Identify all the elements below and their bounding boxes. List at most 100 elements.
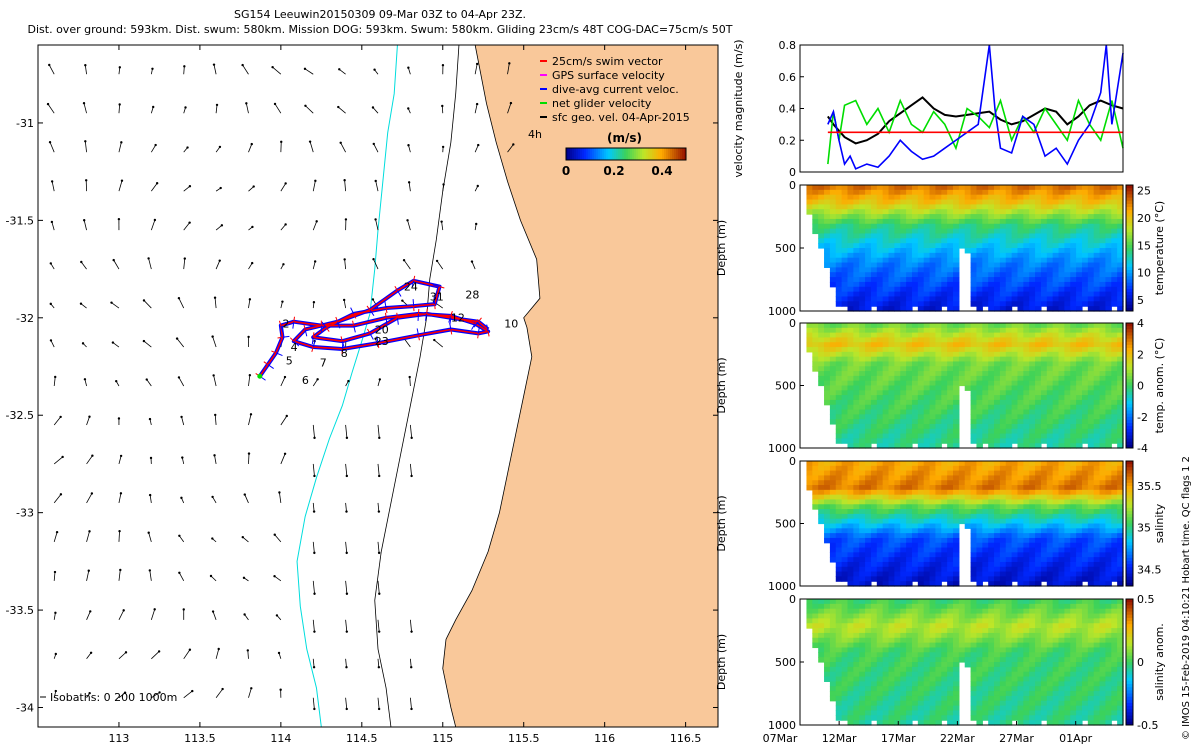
section-cell — [1023, 567, 1029, 572]
section-cell — [1070, 195, 1076, 200]
section-cell — [1059, 562, 1065, 567]
section-cell — [894, 485, 900, 490]
section-cell — [918, 509, 924, 514]
section-cell — [1082, 248, 1088, 253]
section-cell — [847, 258, 853, 263]
section-cell — [1023, 248, 1029, 253]
section-cell — [906, 424, 912, 429]
section-cell — [889, 395, 895, 400]
section-cell — [1100, 347, 1106, 352]
section-cell — [865, 323, 871, 328]
geo-velocity-arrowhead — [247, 649, 249, 651]
section-cell — [847, 524, 853, 529]
section-cell — [1088, 352, 1094, 357]
section-cell — [1076, 557, 1082, 562]
geo-velocity-arrowhead — [313, 510, 315, 512]
section-cell — [824, 485, 830, 490]
section-cell — [1000, 204, 1006, 209]
geo-velocity-arrowhead — [250, 413, 252, 415]
section-cell — [1000, 504, 1006, 509]
section-cell — [1059, 424, 1065, 429]
section-cell — [871, 609, 877, 614]
colorbar-swatch — [1126, 489, 1133, 493]
section-cell — [1094, 390, 1100, 395]
section-cell — [806, 466, 812, 471]
section-cell — [847, 357, 853, 362]
section-cell — [1041, 424, 1047, 429]
section-cell — [1094, 461, 1100, 466]
section-cell — [1012, 209, 1018, 214]
section-cell — [912, 461, 918, 466]
section-cell — [912, 296, 918, 301]
section-cell — [988, 209, 994, 214]
section-cell — [947, 376, 953, 381]
section-cell — [812, 495, 818, 500]
section-cell — [971, 538, 977, 543]
geo-velocity-arrowhead — [59, 416, 61, 418]
section-cell — [930, 357, 936, 362]
section-cell — [865, 706, 871, 711]
section-cell — [1105, 361, 1111, 366]
section-cell — [877, 485, 883, 490]
section-cell — [818, 200, 824, 205]
section-cell — [1012, 376, 1018, 381]
section-cell — [959, 238, 965, 243]
colorbar-swatch — [1126, 357, 1133, 361]
colorbar-swatch — [1126, 517, 1133, 521]
section-cell — [1041, 296, 1047, 301]
section-cell — [994, 287, 1000, 292]
section-cell — [847, 424, 853, 429]
section-cell — [924, 272, 930, 277]
section-cell — [1047, 562, 1053, 567]
section-cell — [853, 604, 859, 609]
section-cell — [930, 386, 936, 391]
section-cell — [947, 480, 953, 485]
section-cell — [1053, 204, 1059, 209]
section-cell — [877, 528, 883, 533]
section-cell — [889, 567, 895, 572]
section-cell — [847, 253, 853, 258]
section-cell — [924, 214, 930, 219]
section-cell — [1006, 361, 1012, 366]
section-cell — [812, 599, 818, 604]
section-cell — [971, 386, 977, 391]
section-cell — [871, 233, 877, 238]
geo-velocity-arrowhead — [284, 182, 286, 184]
section-cell — [1017, 328, 1023, 333]
section-cell — [853, 633, 859, 638]
section-cell — [1041, 214, 1047, 219]
section-cell — [947, 538, 953, 543]
section-cell — [900, 424, 906, 429]
section-cell — [1100, 243, 1106, 248]
section-cell — [824, 347, 830, 352]
geo-velocity-arrowhead — [156, 182, 158, 184]
section-cell — [947, 195, 953, 200]
section-cell — [1082, 214, 1088, 219]
section-cell — [859, 514, 865, 519]
section-cell — [865, 528, 871, 533]
section-cell — [971, 475, 977, 480]
section-cell — [853, 538, 859, 543]
section-cell — [1053, 543, 1059, 548]
section-cell — [1017, 514, 1023, 519]
section-cell — [847, 190, 853, 195]
section-cell — [847, 599, 853, 604]
section-cell — [976, 376, 982, 381]
section-cell — [842, 490, 848, 495]
section-cell — [959, 366, 965, 371]
section-cell — [900, 301, 906, 306]
section-cell — [842, 548, 848, 553]
section-cell — [894, 475, 900, 480]
section-cell — [830, 224, 836, 229]
section-cell — [947, 485, 953, 490]
section-cell — [988, 519, 994, 524]
section-cell — [1017, 204, 1023, 209]
section-cell — [847, 710, 853, 715]
y-tick-label: 500 — [775, 518, 796, 531]
section-cell — [824, 352, 830, 357]
section-cell — [883, 267, 889, 272]
section-cell — [1064, 528, 1070, 533]
section-cell — [883, 233, 889, 238]
section-cell — [900, 282, 906, 287]
section-cell — [1076, 400, 1082, 405]
